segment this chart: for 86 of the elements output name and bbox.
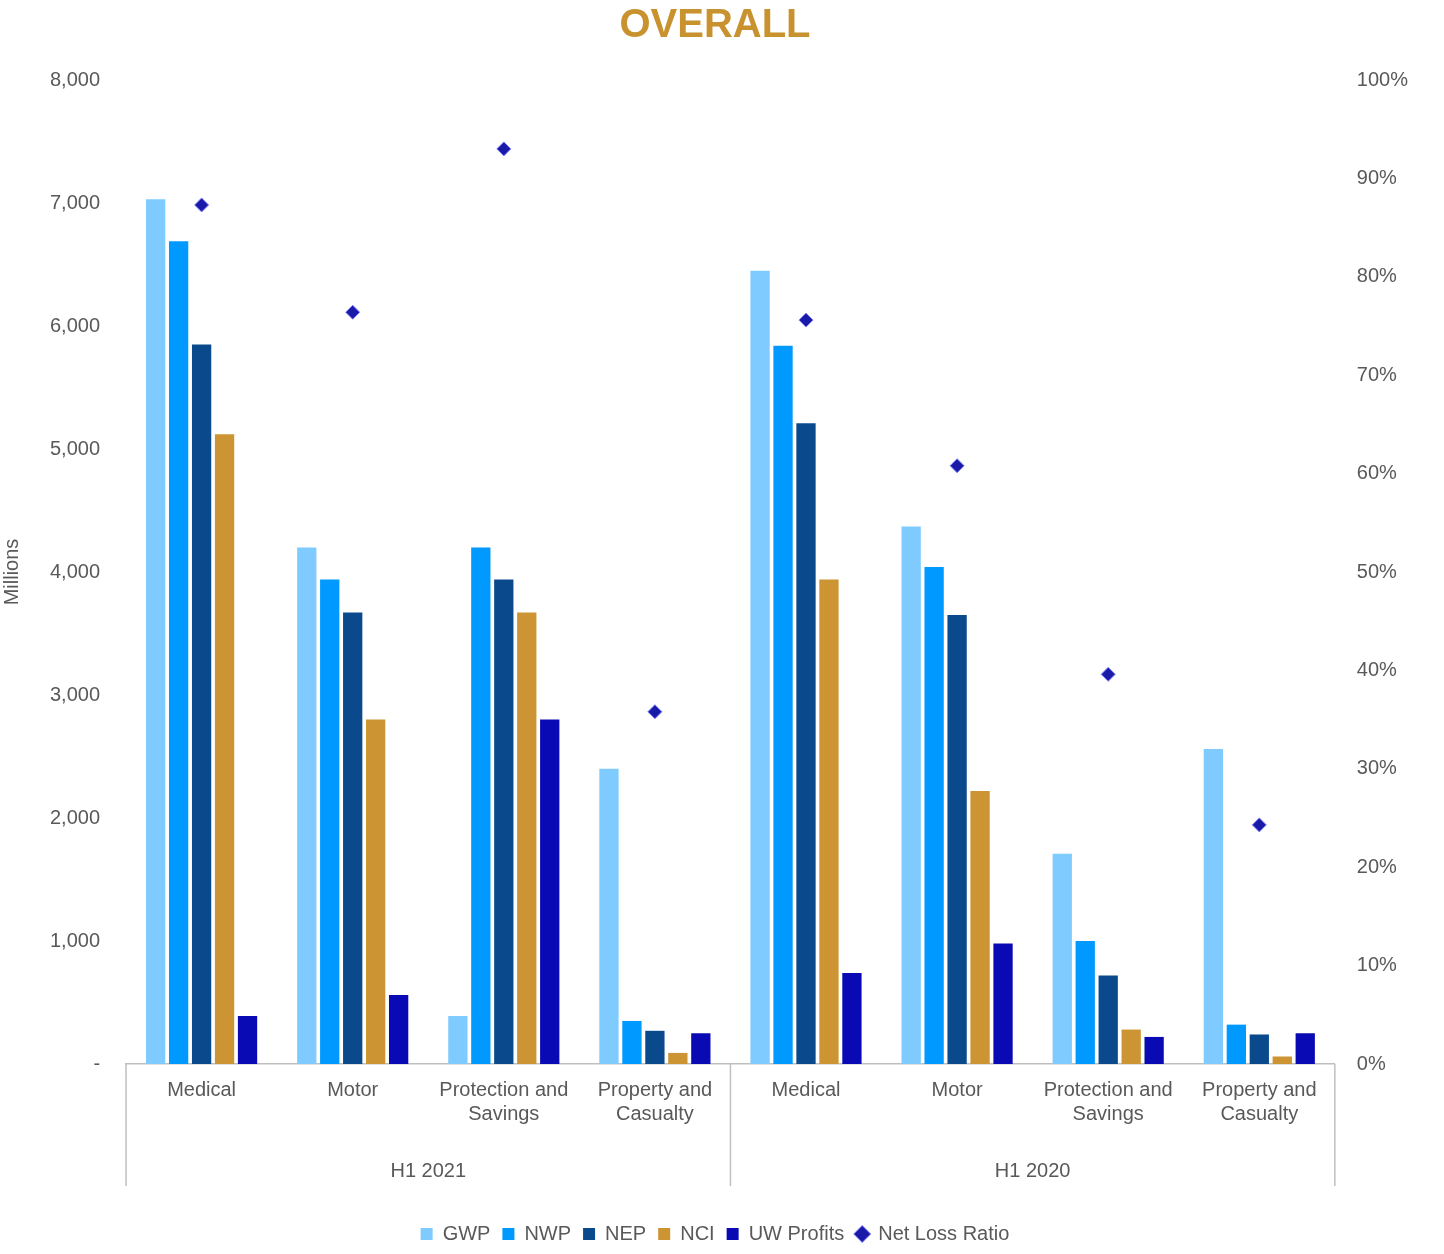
point: [194, 197, 210, 213]
y-tick-label: 8,000: [49, 67, 101, 90]
point: [345, 304, 361, 320]
chart-title: OVERALL: [619, 1, 811, 46]
bar: [1052, 853, 1072, 1064]
bar: [237, 1016, 258, 1064]
x-tick-label: Medical: [167, 1077, 237, 1100]
y-tick-label: 7,000: [49, 190, 101, 213]
y2-tick-label: 80%: [1356, 264, 1398, 287]
point: [1100, 666, 1116, 682]
y2-tick-label: 40%: [1356, 657, 1398, 680]
point: [1251, 817, 1267, 833]
y2-tick-label: 10%: [1356, 953, 1398, 976]
bar: [191, 344, 212, 1064]
bar: [1203, 749, 1224, 1064]
bar: [343, 612, 363, 1064]
bar: [1249, 1034, 1269, 1064]
bar: [901, 526, 921, 1064]
y-tick-label: 1,000: [49, 928, 101, 951]
y2-tick-label: 20%: [1356, 854, 1398, 877]
bar: [750, 270, 770, 1064]
bar: [1295, 1033, 1315, 1064]
x-tick-label: Motor: [931, 1077, 983, 1100]
bar: [1098, 975, 1118, 1064]
y-tick-label: -: [93, 1051, 101, 1074]
bar: [691, 1033, 711, 1064]
bar: [842, 972, 862, 1064]
y-axis-title: Millions: [0, 538, 22, 606]
point: [949, 458, 965, 474]
y2-tick-label: 60%: [1356, 461, 1398, 484]
y-tick-label: 5,000: [49, 436, 101, 459]
bar: [773, 345, 793, 1064]
bar: [1144, 1036, 1164, 1064]
legend-label: GWP: [442, 1221, 491, 1244]
bar: [622, 1020, 642, 1064]
bar: [1226, 1024, 1246, 1064]
point: [798, 312, 814, 328]
bar: [1075, 941, 1095, 1064]
y2-tick-label: 90%: [1356, 165, 1398, 188]
legend-label: UW Profits: [748, 1221, 845, 1244]
bar: [146, 199, 166, 1064]
bar: [168, 241, 189, 1064]
legend-label: NCI: [680, 1221, 715, 1244]
text: H1 2020: [994, 1158, 1071, 1181]
bar: [494, 579, 514, 1064]
bar: [517, 612, 537, 1064]
bar: [214, 434, 235, 1064]
bar: [297, 547, 317, 1064]
bar: [924, 567, 944, 1064]
y-tick-label: 6,000: [49, 313, 101, 336]
bar: [645, 1030, 665, 1064]
bar: [540, 719, 560, 1064]
bar: [320, 579, 340, 1064]
bar: [668, 1052, 688, 1064]
y2-tick-label: 0%: [1356, 1051, 1386, 1074]
legend-label: Net Loss Ratio: [878, 1221, 1010, 1244]
bar: [1121, 1029, 1141, 1064]
x-tick-label: Protection and Savings: [1043, 1077, 1173, 1124]
bar: [993, 943, 1013, 1064]
bar: [448, 1016, 468, 1064]
x-tick-label: Property and Casualty: [1202, 1077, 1317, 1124]
text: H1 2021: [390, 1158, 467, 1181]
x-tick-label: Protection and Savings: [439, 1077, 569, 1124]
y-tick-label: 4,000: [49, 559, 101, 582]
bar: [471, 547, 491, 1064]
legend-label: NEP: [605, 1221, 647, 1244]
y2-tick-label: 70%: [1356, 362, 1398, 385]
point: [647, 704, 663, 720]
y2-tick-label: 50%: [1356, 559, 1398, 582]
x-tick-label: Medical: [771, 1077, 841, 1100]
bar: [947, 615, 967, 1064]
bar: [970, 790, 990, 1064]
bar: [388, 995, 409, 1064]
x-tick-label: Motor: [327, 1077, 379, 1100]
bar: [1272, 1056, 1292, 1064]
y2-tick-label: 30%: [1356, 756, 1398, 779]
y-tick-label: 3,000: [49, 682, 101, 705]
y-tick-label: 2,000: [49, 805, 101, 828]
y2-tick-label: 100%: [1356, 67, 1409, 90]
x-tick-label: Property and Casualty: [597, 1077, 713, 1124]
bar: [819, 579, 839, 1064]
bar: [599, 768, 619, 1064]
bar: [366, 719, 386, 1064]
legend-label: NWP: [524, 1221, 572, 1244]
point: [496, 141, 512, 157]
bar: [796, 423, 816, 1064]
